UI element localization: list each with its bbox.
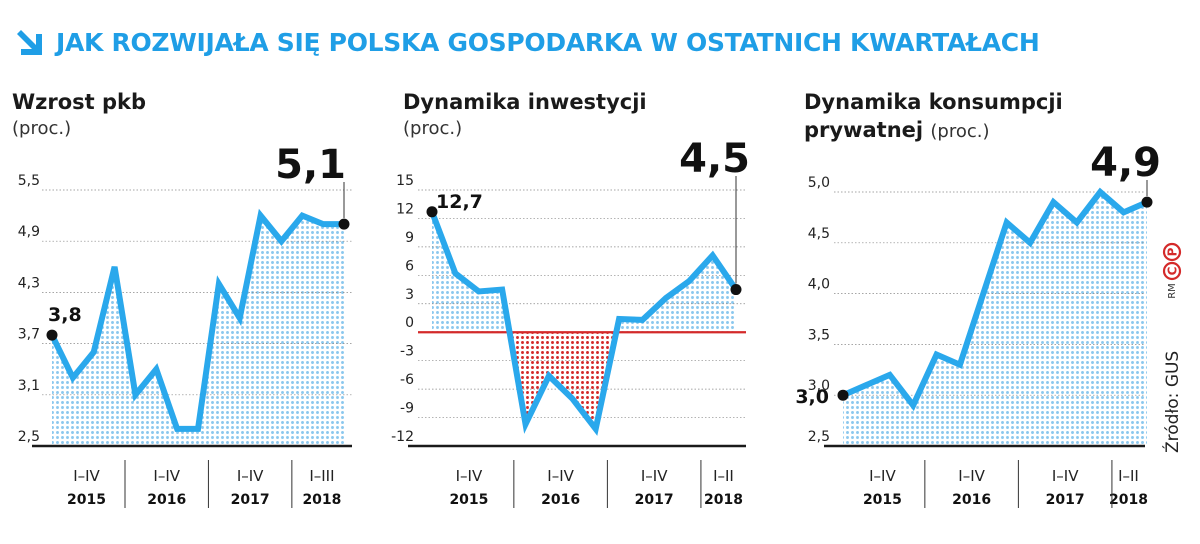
y-tick-label: 9 xyxy=(405,230,414,246)
y-tick-label: 3,7 xyxy=(18,327,40,343)
start-point xyxy=(837,389,849,401)
y-tick-label: 12 xyxy=(396,201,414,217)
x-period-year: 2018 xyxy=(1109,492,1148,508)
x-period-year: 2015 xyxy=(67,492,106,508)
y-tick-label: 3,5 xyxy=(808,327,830,343)
x-period-quarters: I–IV xyxy=(153,467,180,485)
svg-text:P: P xyxy=(1166,247,1180,256)
end-point xyxy=(338,218,350,230)
area-fill xyxy=(52,215,344,446)
y-tick-label: -6 xyxy=(400,372,414,388)
x-period-year: 2016 xyxy=(952,492,991,508)
start-value-label: 12,7 xyxy=(436,191,483,213)
x-period-quarters: I–IV xyxy=(73,467,100,485)
start-point xyxy=(426,206,438,218)
series-line xyxy=(429,210,739,436)
x-period-year: 2017 xyxy=(1046,492,1085,508)
svg-text:C: C xyxy=(1166,266,1180,275)
panel-3-unit: (proc.) xyxy=(930,121,990,142)
area-fill xyxy=(843,192,1147,446)
x-period-quarters: I–III xyxy=(309,467,334,485)
chart-private-consumption: 5,0 4,5 4,0 3,5 3,0 2,5 I–IV 2015 I–IV 2016 I–IV 20… xyxy=(795,140,1161,508)
x-period-quarters: I–II xyxy=(1118,467,1139,485)
panel-2-unit: (proc.) xyxy=(403,118,463,139)
panel-1-unit: (proc.) xyxy=(12,118,72,139)
x-period-year: 2018 xyxy=(302,492,341,508)
x-period-quarters: I–IV xyxy=(547,467,574,485)
y-tick-label: -12 xyxy=(391,429,414,445)
copyright-mark: C P RM xyxy=(1162,242,1182,299)
x-period-year: 2017 xyxy=(231,492,270,508)
y-tick-label: 3,0 xyxy=(808,378,830,394)
y-tick-label: 6 xyxy=(405,258,414,274)
panel-2-title: Dynamika inwestycji xyxy=(403,90,647,114)
x-period-quarters: I–IV xyxy=(1052,467,1079,485)
x-period-quarters: I–IV xyxy=(869,467,896,485)
y-tick-label: 4,0 xyxy=(808,277,830,293)
y-tick-label: 2,5 xyxy=(808,429,830,445)
panel-3-title-line2-text: prywatnej xyxy=(804,118,924,142)
main-title: JAK ROZWIJAŁA SIĘ POLSKA GOSPODARKA W OS… xyxy=(56,27,1040,57)
x-period-year: 2017 xyxy=(635,492,674,508)
area-negative xyxy=(509,332,617,429)
chart-investment-dynamics: 15 12 9 6 3 0 -3 -6 -9 -12 I–IV 2015 I–IV 2016 I–IV 201… xyxy=(391,136,750,508)
start-point xyxy=(46,329,58,341)
start-value-label: 3,8 xyxy=(48,304,82,326)
x-period-year: 2015 xyxy=(449,492,488,508)
chart-gdp-growth: 5,5 4,9 4,3 3,7 3,1 2,5 I–IV 2015 I–IV 2016 I–IV 20… xyxy=(18,142,352,508)
panel-1-title: Wzrost pkb xyxy=(12,90,147,114)
series-line xyxy=(49,208,344,432)
x-period-year: 2016 xyxy=(541,492,580,508)
y-tick-label: -9 xyxy=(400,401,414,417)
y-tick-label: 5,0 xyxy=(808,175,830,191)
area-positive xyxy=(432,211,736,333)
x-period-year: 2016 xyxy=(147,492,186,508)
x-period-quarters: I–II xyxy=(713,467,734,485)
end-value-label: 4,5 xyxy=(679,136,750,182)
y-tick-label: 4,9 xyxy=(18,224,40,240)
header: JAK ROZWIJAŁA SIĘ POLSKA GOSPODARKA W OS… xyxy=(12,22,1040,62)
end-value-label: 5,1 xyxy=(275,142,346,188)
copyright-text: RM xyxy=(1167,283,1178,299)
end-point xyxy=(730,284,742,296)
panel-3-title-line2: prywatnej (proc.) xyxy=(804,116,990,146)
y-tick-label: -3 xyxy=(400,344,414,360)
y-tick-label: 15 xyxy=(396,173,414,189)
arrow-down-right-icon xyxy=(17,30,42,55)
y-tick-label: 4,3 xyxy=(18,275,40,291)
series-line xyxy=(841,187,1149,412)
y-tick-label: 4,5 xyxy=(808,226,830,242)
x-period-year: 2018 xyxy=(704,492,743,508)
y-tick-label: 3,1 xyxy=(18,378,40,394)
y-tick-label: 3 xyxy=(405,287,414,303)
source-text: Źródło: GUS xyxy=(1161,351,1183,453)
x-period-quarters: I–IV xyxy=(958,467,985,485)
y-tick-label: 0 xyxy=(405,315,414,331)
y-tick-label: 2,5 xyxy=(18,429,40,445)
x-period-quarters: I–IV xyxy=(237,467,264,485)
panel-3-title-line1: Dynamika konsumpcji xyxy=(804,90,1063,114)
end-value-label: 4,9 xyxy=(1090,140,1161,186)
y-tick-label: 5,5 xyxy=(18,173,40,189)
source-label: Źródło: GUS xyxy=(1161,351,1183,453)
start-value-label: 3,0 xyxy=(795,386,829,408)
x-period-quarters: I–IV xyxy=(641,467,668,485)
x-period-quarters: I–IV xyxy=(456,467,483,485)
x-period-year: 2015 xyxy=(863,492,902,508)
end-point xyxy=(1141,196,1153,208)
